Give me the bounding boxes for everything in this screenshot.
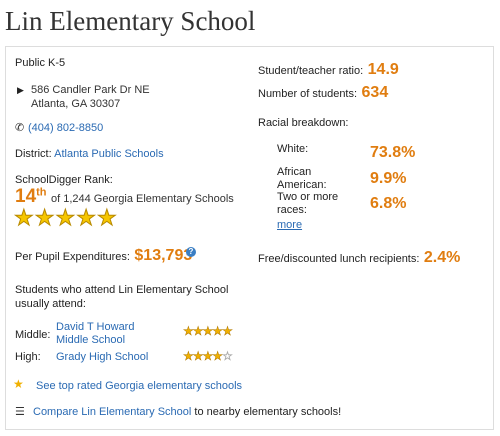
phone-link[interactable]: (404) 802-8850 <box>28 122 104 134</box>
students: Number of students: 634 <box>258 84 388 102</box>
rank-suffix: th <box>36 186 47 199</box>
rank-of: of 1,244 Georgia Elementary Schools <box>50 193 234 205</box>
star-icon: ★ <box>183 324 194 339</box>
page-title: Lin Elementary School <box>5 6 256 36</box>
info-icon[interactable]: ? <box>186 247 196 257</box>
students-label: Number of students: <box>258 88 358 100</box>
ratio: Student/teacher ratio: 14.9 <box>258 61 399 79</box>
expenditures: Per Pupil Expenditures: $13,793 <box>15 247 192 265</box>
feeder-school-middle-link[interactable]: David T Howard Middle School <box>56 321 135 346</box>
feeder-level-high: High: <box>15 351 41 363</box>
star-icon: ★ <box>212 349 223 364</box>
star-icon: ★ <box>55 205 77 231</box>
lunch: Free/discounted lunch recipients: 2.4% <box>258 249 460 267</box>
star-icon: ★ <box>192 349 204 364</box>
top-rated-link[interactable]: See top rated Georgia elementary schools <box>36 380 243 392</box>
list-icon: ☰ <box>15 406 25 418</box>
district: District: Atlanta Public Schools <box>15 148 164 160</box>
feeder-stars-middle: ★★★★★ <box>183 324 233 339</box>
address: 586 Candler Park Dr NE Atlanta, GA 30307 <box>31 83 150 111</box>
star-icon: ★ <box>222 324 233 339</box>
feeder-heading: Students who attend Lin Elementary Schoo… <box>15 284 229 310</box>
race-value: 73.8% <box>370 144 416 161</box>
feeder-level-middle: Middle: <box>15 329 51 341</box>
address-line2: Atlanta, GA 30307 <box>31 98 121 110</box>
lunch-value: 2.4% <box>423 249 461 266</box>
feeder-stars-high: ★★★★☆ <box>183 349 233 364</box>
lunch-label: Free/discounted lunch recipients: <box>258 253 420 265</box>
ratio-label: Student/teacher ratio: <box>258 65 364 77</box>
caret-right-icon: ▶ <box>17 85 24 95</box>
rank-number: 14 <box>15 186 37 207</box>
star-icon: ★ <box>183 349 194 364</box>
star-icon: ★ <box>202 349 213 364</box>
star-icon: ★ <box>202 324 213 339</box>
star-icon: ★ <box>76 205 97 231</box>
expenditures-value: $13,793 <box>134 247 193 264</box>
rank: 14th of 1,244 Georgia Elementary Schools <box>15 186 234 208</box>
address-line1: 586 Candler Park Dr NE <box>31 84 150 96</box>
star-icon: ★ <box>14 205 35 231</box>
race-value: 6.8% <box>370 195 407 212</box>
star-icon: ★ <box>34 205 56 231</box>
star-icon: ★ <box>192 324 204 339</box>
compare-suffix: to nearby elementary schools! <box>194 406 342 418</box>
race-value: 9.9% <box>370 170 407 187</box>
star-empty-icon: ☆ <box>222 349 233 364</box>
race-label: White: <box>277 143 309 155</box>
grade-type: Public K-5 <box>15 57 66 69</box>
star-icon: ★ <box>212 324 223 339</box>
expenditures-label: Per Pupil Expenditures: <box>15 251 130 263</box>
compare-link[interactable]: Compare Lin Elementary School <box>33 406 192 418</box>
star-icon: ★ <box>96 205 118 231</box>
phone-icon: ✆ <box>15 122 25 134</box>
compare: Compare Lin Elementary School to nearby … <box>33 406 341 418</box>
rank-label: SchoolDigger Rank: <box>15 174 113 186</box>
feeder-school-high-link[interactable]: Grady High School <box>56 351 149 363</box>
district-link[interactable]: Atlanta Public Schools <box>54 148 164 160</box>
race-label: African American: <box>277 166 327 191</box>
district-label: District: <box>15 148 52 160</box>
rank-stars: ★★★★★ <box>14 205 118 231</box>
school-info-panel: Public K-5 ▶ 586 Candler Park Dr NE Atla… <box>5 46 494 430</box>
race-label: Two or more races: <box>277 191 339 216</box>
racial-label: Racial breakdown: <box>258 117 349 129</box>
more-link[interactable]: more <box>277 219 303 231</box>
ratio-value: 14.9 <box>367 61 399 78</box>
students-value: 634 <box>361 84 389 101</box>
star-icon: ★ <box>13 377 24 391</box>
